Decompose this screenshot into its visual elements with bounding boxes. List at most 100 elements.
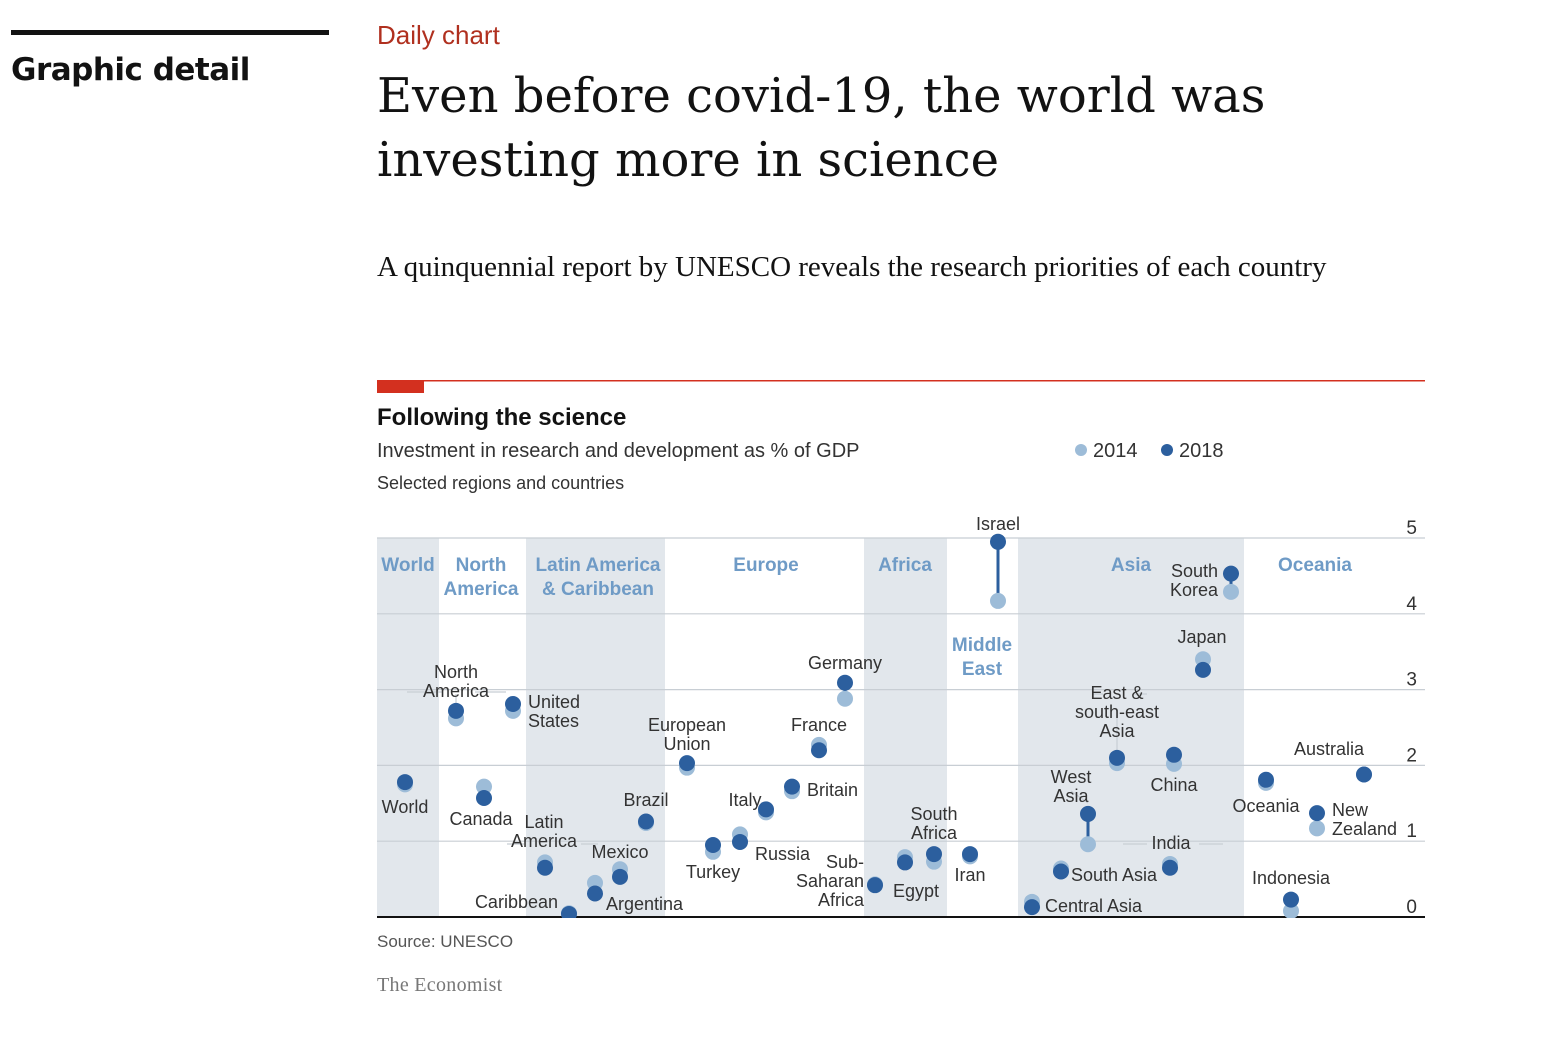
point-2018-britain [784, 778, 800, 795]
region-label-asia: Asia [1111, 555, 1152, 576]
region-label-europe: Europe [733, 555, 798, 576]
point-2018-world [397, 774, 413, 791]
point-2018-canada [476, 789, 492, 806]
point-2018-italy [758, 801, 774, 818]
point-2014-indonesia [1283, 902, 1299, 919]
point-2018-china [1166, 746, 1182, 763]
point-label-iran: Iran [954, 865, 985, 885]
point-label-india: India [1151, 833, 1191, 853]
point-label-north-america-2: America [423, 681, 490, 701]
legend-label-2018: 2018 [1179, 440, 1224, 462]
point-label-canada: Canada [449, 809, 513, 829]
point-2014-west-asia [1080, 836, 1096, 853]
point-2018-caribbean [561, 905, 577, 922]
region-label-latin-america-caribbean-1: Latin America [536, 555, 661, 576]
point-label-east-south-east-asia-2: south-east [1075, 702, 1159, 722]
point-label-china: China [1150, 775, 1198, 795]
section-label[interactable]: Graphic detail [11, 52, 250, 88]
point-2014-israel [990, 592, 1006, 609]
source-note: Source: UNESCO [377, 932, 514, 951]
brand-logo: The Economist [377, 974, 503, 996]
point-2018-north-america [448, 702, 464, 719]
section-rule [11, 30, 329, 35]
chart-subtitle: Investment in research and development a… [377, 440, 859, 462]
y-tick-3: 3 [1406, 670, 1417, 691]
region-label-world: World [381, 555, 434, 576]
point-2018-sub-saharan-africa [867, 877, 883, 894]
point-label-indonesia: Indonesia [1252, 868, 1331, 888]
point-2018-brazil [638, 813, 654, 830]
point-label-central-asia: Central Asia [1045, 896, 1143, 916]
point-label-west-asia-2: Asia [1053, 786, 1089, 806]
point-2018-germany [837, 674, 853, 691]
y-tick-2: 2 [1406, 745, 1417, 766]
point-2014-south-korea [1223, 583, 1239, 600]
point-label-united-states-2: States [528, 711, 579, 731]
point-2018-russia [732, 833, 748, 850]
region-band-world [377, 538, 439, 917]
point-2018-iran [962, 846, 978, 863]
chart-container: Following the science Investment in resea… [377, 378, 1425, 922]
point-label-new-zealand-1: New [1332, 800, 1369, 820]
point-label-britain: Britain [807, 780, 858, 800]
point-2018-turkey [705, 836, 721, 853]
point-label-turkey: Turkey [686, 862, 740, 882]
point-label-united-states-1: United [528, 692, 580, 712]
y-tick-5: 5 [1406, 518, 1417, 539]
point-2018-european-union [679, 755, 695, 772]
region-label-middle-east-2: East [962, 659, 1003, 680]
point-label-world: World [382, 797, 429, 817]
point-label-european-union-2: Union [663, 734, 710, 754]
y-tick-0: 0 [1406, 897, 1417, 918]
point-label-australia: Australia [1294, 739, 1365, 759]
standfirst: A quinquennial report by UNESCO reveals … [377, 251, 1327, 283]
point-2018-japan [1195, 661, 1211, 678]
point-label-mexico: Mexico [591, 842, 648, 862]
region-label-middle-east-1: Middle [952, 635, 1012, 656]
point-2018-south-africa [926, 846, 942, 863]
point-label-latin-america-2: America [511, 831, 578, 851]
point-label-italy: Italy [728, 790, 761, 810]
point-2018-oceania [1258, 771, 1274, 788]
point-label-south-africa-1: South [910, 804, 957, 824]
point-2014-new-zealand [1309, 820, 1325, 837]
point-label-france: France [791, 715, 847, 735]
point-2014-germany [837, 690, 853, 707]
point-2018-central-asia [1024, 899, 1040, 916]
point-2018-israel [990, 533, 1006, 550]
region-label-latin-america-caribbean-2: & Caribbean [542, 579, 654, 600]
point-2018-east-south-east-asia [1109, 749, 1125, 766]
legend-marker-2014 [1075, 444, 1087, 456]
point-label-japan: Japan [1177, 627, 1226, 647]
point-label-russia: Russia [755, 844, 811, 864]
point-label-south-korea-2: Korea [1170, 580, 1219, 600]
point-2018-india [1162, 859, 1178, 876]
point-label-east-south-east-asia-1: East & [1090, 683, 1143, 703]
chart-svg: Following the science Investment in resea… [377, 380, 1425, 922]
point-2018-new-zealand [1309, 805, 1325, 822]
kicker[interactable]: Daily chart [377, 20, 500, 50]
point-label-latin-america-1: Latin [524, 812, 563, 832]
point-label-north-america-1: North [434, 662, 478, 682]
legend-label-2014: 2014 [1093, 440, 1138, 462]
point-label-brazil: Brazil [623, 790, 668, 810]
point-2018-mexico [612, 868, 628, 885]
point-label-new-zealand-2: Zealand [1332, 819, 1397, 839]
point-label-germany: Germany [808, 653, 882, 673]
point-2018-australia [1356, 766, 1372, 783]
point-label-east-south-east-asia-3: Asia [1099, 721, 1135, 741]
y-tick-4: 4 [1406, 594, 1417, 615]
point-label-sub-saharan-africa-2: Saharan [796, 871, 864, 891]
label-leader-line-2 [1070, 790, 1089, 804]
point-2018-indonesia [1283, 891, 1299, 908]
point-2018-south-asia [1053, 863, 1069, 880]
top-rule [377, 380, 1425, 382]
point-label-west-asia-1: West [1051, 767, 1092, 787]
point-label-south-korea-1: South [1171, 561, 1218, 581]
headline: Even before covid-19, the world was inve… [377, 68, 1266, 188]
point-2018-argentina [587, 885, 603, 902]
point-label-south-asia: South Asia [1071, 865, 1158, 885]
accent-tab [377, 380, 424, 393]
point-label-argentina: Argentina [606, 894, 684, 914]
point-2018-latin-america [537, 859, 553, 876]
